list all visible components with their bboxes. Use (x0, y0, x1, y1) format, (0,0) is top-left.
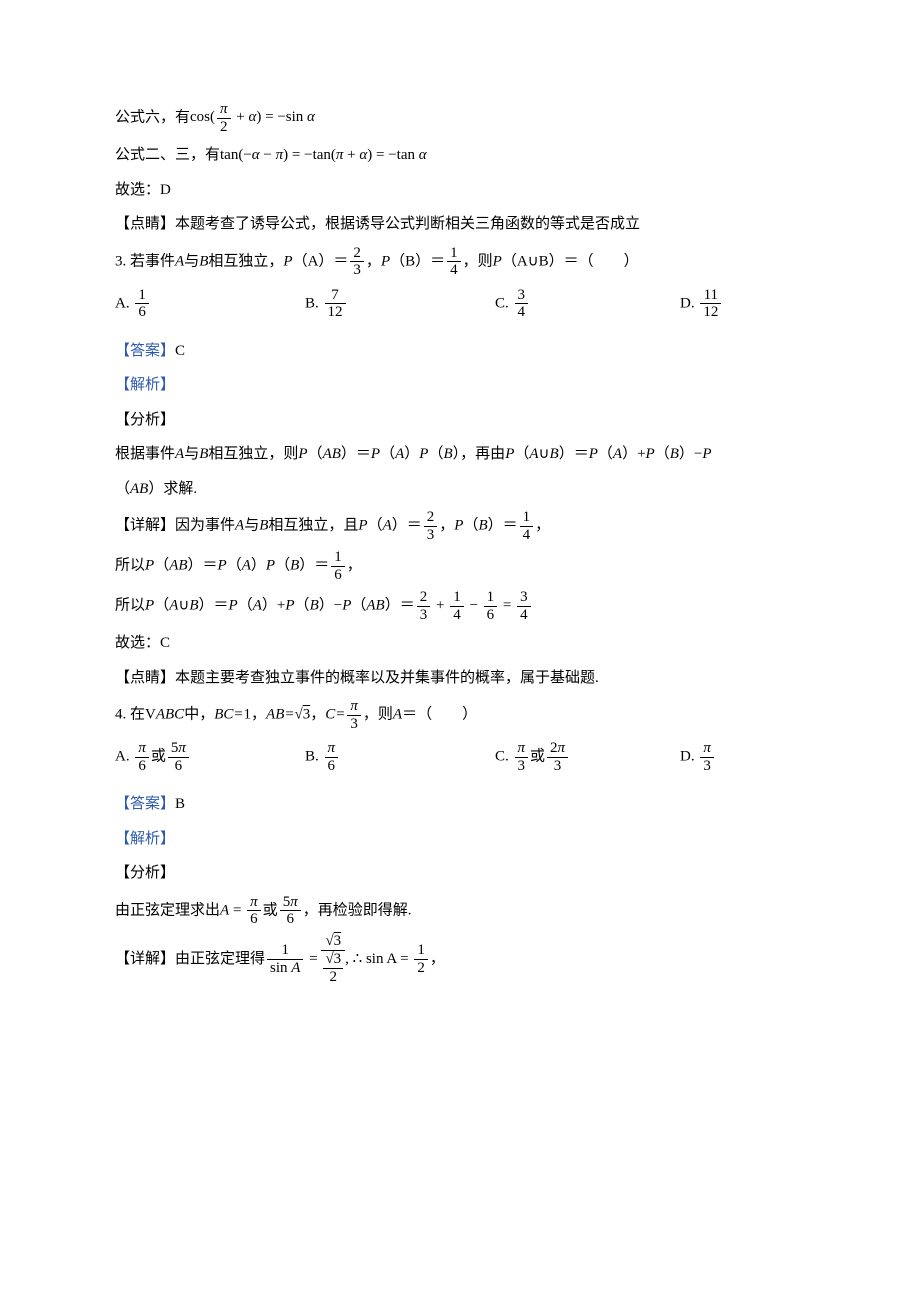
q4-stem: 4. 在VABC中，BC=1，AB=√3，C=π3，则A＝（ ） (115, 698, 805, 732)
remark-1: 【点睛】本题考查了诱导公式，根据诱导公式判断相关三角函数的等式是否成立 (115, 210, 805, 239)
q4-analysis-label: 【解析】 (115, 825, 805, 854)
q4-opt-d: D. π3 (680, 740, 716, 774)
math: tan(−α − π) = −tan(π + α) = −tan α (220, 147, 427, 163)
formula-23: 公式二、三，有tan(−α − π) = −tan(π + α) = −tan … (115, 141, 805, 170)
text: 公式六，有 (115, 109, 190, 125)
q4-options: A. π6或5π6 B. π6 C. π3或2π3 D. π3 (115, 740, 805, 782)
q3-detail-1: 【详解】因为事件A与B相互独立，且P（A）＝23，P（B）＝14， (115, 509, 805, 543)
q3-detail-2: 所以P（AB）＝P（A）P（B）＝16， (115, 549, 805, 583)
q4-answer: 【答案】B (115, 790, 805, 819)
q4-analysis-1: 由正弦定理求出A = π6或5π6，再检验即得解. (115, 894, 805, 928)
q3-analysis-label: 【解析】 (115, 371, 805, 400)
q3-detail-3: 所以P（A∪B）＝P（A）+P（B）−P（AB）＝23 + 14 − 16 = … (115, 589, 805, 623)
q3-analysis-2: （AB）求解. (115, 475, 805, 504)
math: cos(π2 + α) = −sin α (190, 109, 315, 125)
q3-opt-b: B. 712 (305, 287, 348, 321)
q3-options: A. 16 B. 712 C. 34 D. 1112 (115, 287, 805, 329)
formula-6: 公式六，有cos(π2 + α) = −sin α (115, 101, 805, 135)
q3-remark: 【点睛】本题主要考查独立事件的概率以及并集事件的概率，属于基础题. (115, 664, 805, 693)
q3-conclude: 故选：C (115, 629, 805, 658)
q4-opt-c: C. π3或2π3 (495, 740, 570, 774)
q3-stem: 3. 若事件A与B相互独立，P（A）＝23，P（B）＝14，则P（A∪B）＝（ … (115, 245, 805, 279)
q4-section-label: 【分析】 (115, 859, 805, 888)
q4-opt-a: A. π6或5π6 (115, 740, 191, 774)
q3-answer: 【答案】C (115, 337, 805, 366)
text: 公式二、三，有 (115, 147, 220, 163)
conclusion-d: 故选：D (115, 176, 805, 205)
q3-section-label: 【分析】 (115, 406, 805, 435)
q3-opt-a: A. 16 (115, 287, 151, 321)
q3-opt-d: D. 1112 (680, 287, 723, 321)
q3-analysis-1: 根据事件A与B相互独立，则P（AB）＝P（A）P（B），再由P（A∪B）＝P（A… (115, 440, 805, 469)
q3-opt-c: C. 34 (495, 287, 530, 321)
q4-detail-1: 【详解】由正弦定理得1sin A = √3√32, ∴ sin A = 12， (115, 934, 805, 985)
q4-opt-b: B. π6 (305, 740, 340, 774)
